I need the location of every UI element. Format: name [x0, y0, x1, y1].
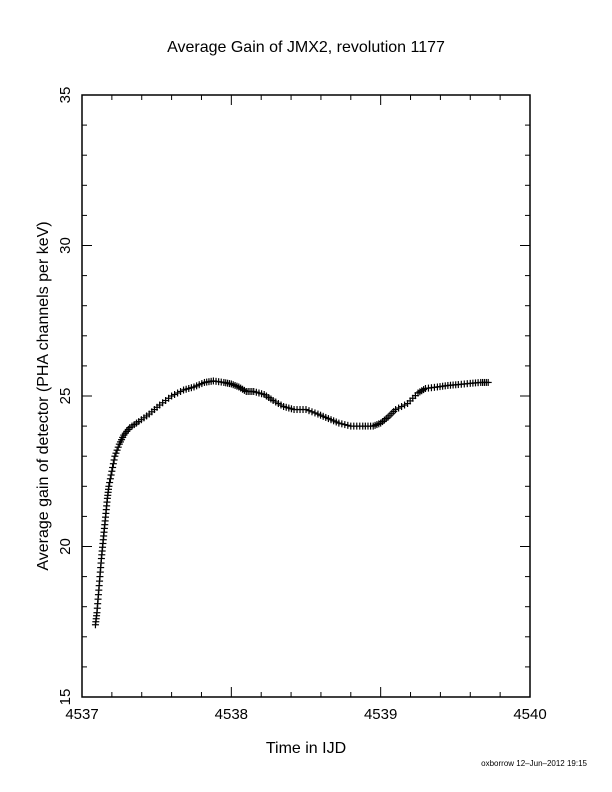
data-point: [113, 446, 121, 454]
data-point: [114, 443, 122, 451]
data-point: [109, 460, 117, 468]
x-axis-label: Time in IJD: [266, 740, 346, 757]
data-point: [112, 449, 120, 457]
y-tick-label: 25: [57, 388, 74, 405]
footer-stamp: oxborrow 12–Jun–2012 19:15: [481, 759, 587, 768]
data-point: [395, 404, 403, 412]
y-tick-label: 15: [57, 689, 74, 706]
data-point: [311, 409, 319, 417]
y-tick-label: 20: [57, 538, 74, 555]
data-point: [484, 378, 492, 386]
x-tick-label: 4539: [364, 706, 397, 723]
data-point: [335, 419, 343, 427]
data-point: [109, 463, 117, 471]
y-axis-label: Average gain of detector (PHA channels p…: [35, 221, 52, 570]
data-point: [308, 408, 316, 416]
y-tick-labels: 15 20 25 30 35: [57, 87, 74, 706]
x-tick-label: 4537: [65, 706, 98, 723]
data-point: [106, 475, 114, 483]
x-tick-labels: 4537 4538 4539 4540: [65, 706, 546, 723]
data-point: [105, 482, 113, 490]
x-tick-label: 4540: [513, 706, 546, 723]
data-point: [171, 390, 179, 398]
data-point: [344, 421, 352, 429]
y-tick-label: 35: [57, 87, 74, 104]
data-point: [305, 407, 313, 415]
data-point: [177, 387, 185, 395]
data-point: [168, 392, 176, 400]
axis-ticks: [81, 94, 531, 698]
data-points: [91, 377, 492, 629]
chart-title: Average Gain of JMX2, revolution 1177: [167, 39, 445, 56]
data-point: [341, 421, 349, 429]
data-point: [174, 389, 182, 397]
x-tick-label: 4538: [215, 706, 248, 723]
data-point: [106, 479, 114, 487]
data-point: [392, 406, 400, 414]
data-point: [401, 401, 409, 409]
data-point: [108, 467, 116, 475]
plot-frame: [81, 94, 531, 698]
data-point: [302, 406, 310, 414]
data-point: [338, 420, 346, 428]
data-point: [111, 452, 119, 460]
data-point: [110, 456, 118, 464]
data-point: [398, 403, 406, 411]
data-point: [107, 471, 115, 479]
y-tick-label: 30: [57, 237, 74, 254]
